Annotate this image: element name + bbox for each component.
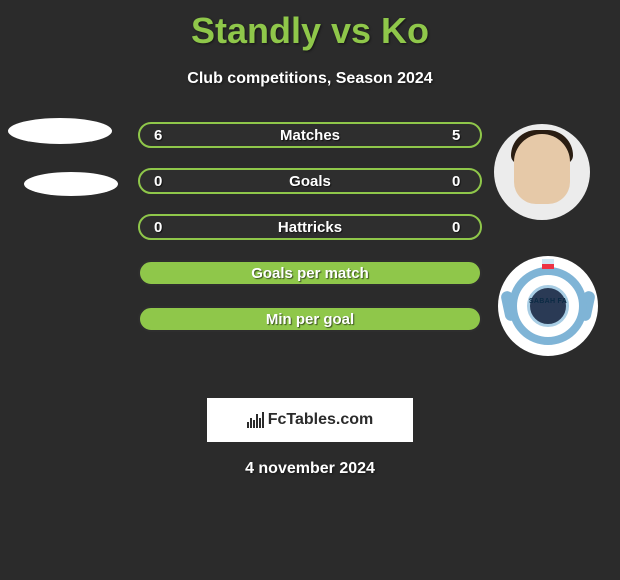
attribution-text: FcTables.com [268,411,374,429]
stat-label: Goals per match [168,265,452,282]
player-right-club-badge: SABAH FA [498,256,598,356]
page-title: Standly vs Ko [0,0,620,52]
stat-row: 0 Hattricks 0 [138,214,482,240]
stat-label: Min per goal [168,311,452,328]
avatar-face [514,134,570,204]
stat-row: Goals per match [138,260,482,286]
player-left-club-badge [24,172,118,196]
stat-right-value: 5 [452,127,466,144]
stat-row: 6 Matches 5 [138,122,482,148]
logo-bars-icon [247,412,264,428]
stat-right-value: 0 [452,173,466,190]
stat-right-value: 0 [452,219,466,236]
date-text: 4 november 2024 [0,460,620,478]
stat-row: 0 Goals 0 [138,168,482,194]
player-right-avatar [494,124,590,220]
stat-row: Min per goal [138,306,482,332]
attribution-box: FcTables.com [207,398,413,442]
stats-rows: 6 Matches 5 0 Goals 0 0 Hattricks 0 Goal… [138,122,482,352]
club-crest-icon: SABAH FA [509,267,587,345]
club-crest-text: SABAH FA [509,298,587,305]
stat-left-value: 0 [154,173,168,190]
fctables-logo: FcTables.com [247,411,374,429]
subtitle: Club competitions, Season 2024 [0,70,620,88]
stat-label: Goals [168,173,452,190]
stat-label: Matches [168,127,452,144]
stat-left-value: 6 [154,127,168,144]
stat-left-value: 0 [154,219,168,236]
player-left-avatar [8,118,112,144]
stat-label: Hattricks [168,219,452,236]
comparison-panel: SABAH FA 6 Matches 5 0 Goals 0 0 Hattric… [0,116,620,376]
